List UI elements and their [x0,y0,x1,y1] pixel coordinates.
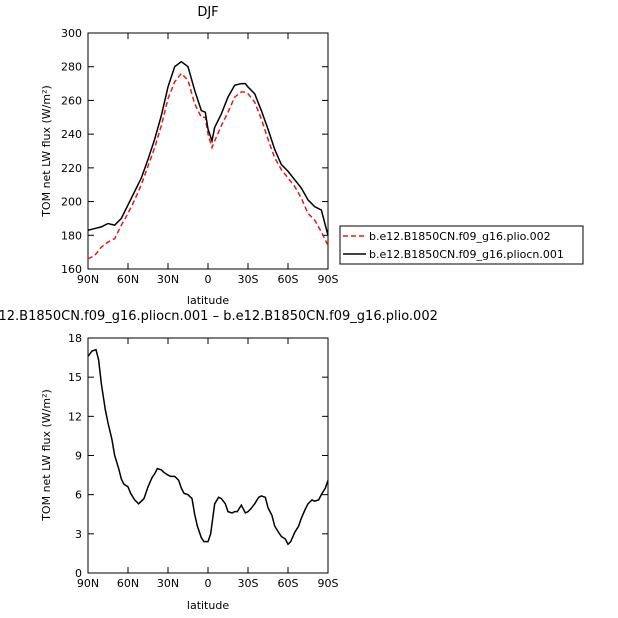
top-x-axis: 90N 60N 30N 0 30S 60S 90S [77,33,339,286]
bottom-panel: b.e12.B1850CN.f09_g16.pliocn.001 – b.e12… [0,309,438,612]
y-tick-label: 0 [75,567,82,580]
top-panel: DJF 160 180 200 220 240 260 280 300 90N 60N 30N 0 3… [40,5,339,307]
y-tick-label: 3 [75,528,82,541]
y-tick-label: 160 [61,263,82,276]
y-tick-label: 9 [75,450,82,463]
x-tick-label: 90S [318,273,339,286]
x-tick-label: 90S [318,577,339,590]
x-tick-label: 60N [117,273,139,286]
y-tick-label: 15 [68,371,82,384]
y-tick-label: 280 [61,61,82,74]
x-tick-label: 60N [117,577,139,590]
x-tick-label: 0 [205,273,212,286]
top-y-axis-label: TOM net LW flux (W/m²) [40,85,53,218]
top-series-group [87,60,329,260]
series-line [87,72,329,260]
x-tick-label: 90N [77,577,99,590]
x-tick-label: 0 [205,577,212,590]
x-tick-label: 60S [278,273,299,286]
y-tick-label: 300 [61,27,82,40]
legend-box [339,225,584,265]
top-y-axis: 160 180 200 220 240 260 280 300 [61,27,328,276]
bottom-x-axis-label: latitude [187,599,229,612]
y-tick-label: 6 [75,489,82,502]
x-tick-label: 30S [238,273,259,286]
top-plot-frame [87,32,329,270]
top-chart-title: DJF [197,5,218,20]
y-tick-label: 12 [68,410,82,423]
legend-label-plio: b.e12.B1850CN.f09_g16.plio.002 [369,230,551,243]
x-tick-label: 30N [157,273,179,286]
x-tick-label: 30N [157,577,179,590]
bottom-chart-title: b.e12.B1850CN.f09_g16.pliocn.001 – b.e12… [0,309,438,324]
y-tick-label: 18 [68,332,82,345]
y-tick-label: 200 [61,196,82,209]
y-tick-label: 260 [61,94,82,107]
series-line [87,60,329,236]
y-tick-label: 180 [61,229,82,242]
x-tick-label: 60S [278,577,299,590]
legend: b.e12.B1850CN.f09_g16.plio.002 b.e12.B18… [339,225,584,265]
y-tick-label: 240 [61,128,82,141]
bottom-x-axis: 90N 60N 30N 0 30S 60S 90S [77,338,339,590]
legend-label-pliocn: b.e12.B1850CN.f09_g16.pliocn.001 [369,248,564,261]
bottom-y-axis-label: TOM net LW flux (W/m²) [40,389,53,522]
bottom-y-axis: 0 3 6 9 12 15 18 [68,332,328,580]
y-tick-label: 220 [61,162,82,175]
bottom-series-group [87,348,329,546]
x-tick-label: 30S [238,577,259,590]
series-line [87,348,329,546]
top-x-axis-label: latitude [187,294,229,307]
x-tick-label: 90N [77,273,99,286]
